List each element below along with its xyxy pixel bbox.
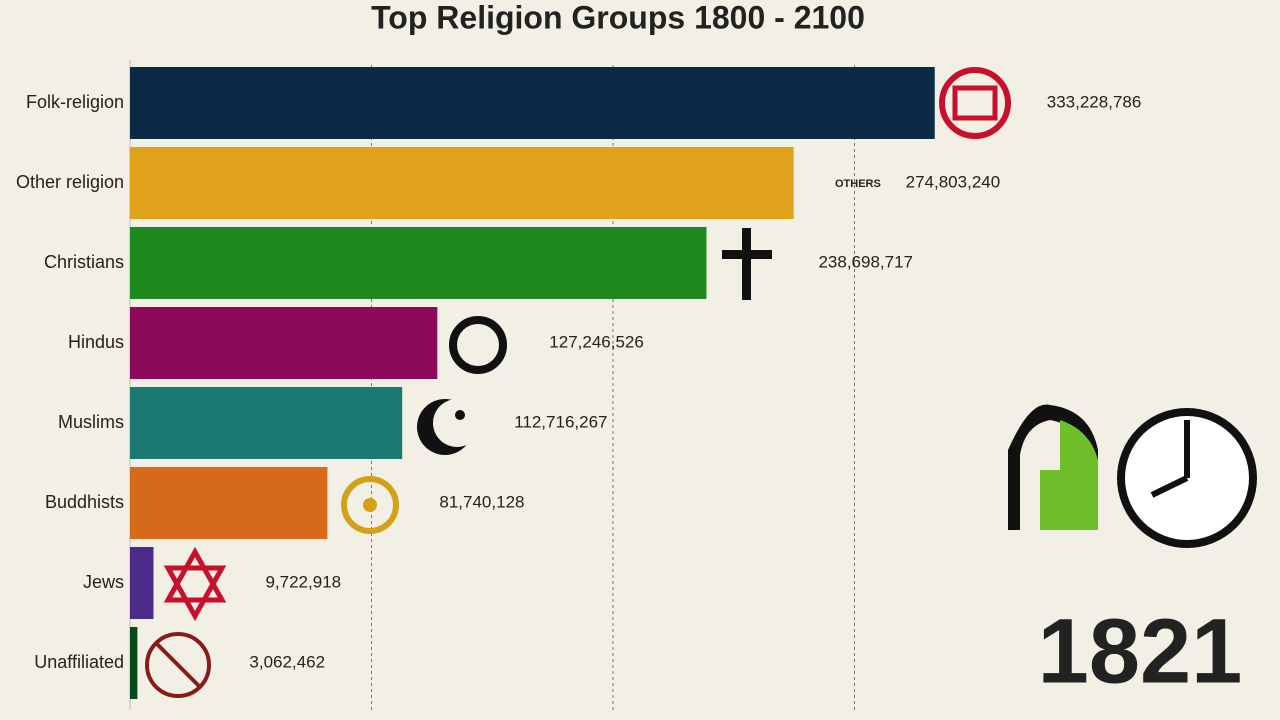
bar [130, 67, 935, 139]
category-label: Other religion [16, 172, 124, 192]
wheel-icon [341, 476, 399, 534]
bar [130, 227, 707, 299]
value-label: 81,740,128 [439, 492, 524, 511]
category-label: Christians [44, 252, 124, 272]
crescent-cut [433, 399, 481, 447]
value-label: 238,698,717 [818, 252, 913, 271]
year-label: 1821 [1038, 600, 1243, 702]
category-label: Jews [83, 572, 124, 592]
star-of-david-a [163, 546, 227, 603]
value-label: 9,722,918 [265, 572, 341, 591]
bar [130, 467, 328, 539]
unaffiliated-slash [154, 641, 202, 689]
wheel-hub [363, 498, 377, 512]
value-label: 3,062,462 [249, 652, 325, 671]
bar [130, 627, 138, 699]
om-icon [449, 316, 507, 374]
value-label: 127,246,526 [549, 332, 644, 351]
cross-icon-bar [722, 250, 772, 259]
folk-icon-inner [952, 85, 998, 121]
bar [130, 307, 438, 379]
others-label: OTHERS [835, 178, 881, 190]
unaffiliated-icon [145, 632, 211, 698]
logo-green [1060, 420, 1098, 530]
cross-icon [742, 228, 751, 300]
star-of-david-b [163, 565, 227, 622]
folk-icon [939, 67, 1011, 139]
chart-title: Top Religion Groups 1800 - 2100 [371, 0, 865, 35]
value-label: 112,716,267 [514, 412, 607, 431]
value-label: 333,228,786 [1047, 92, 1142, 111]
category-label: Muslims [58, 412, 124, 432]
category-label: Buddhists [45, 492, 124, 512]
icons: OTHERS [145, 67, 1257, 698]
value-label: 274,803,240 [906, 172, 1001, 191]
bar [130, 387, 403, 459]
bar [130, 147, 794, 219]
bar [130, 547, 154, 619]
category-label: Unaffiliated [34, 652, 124, 672]
category-label: Hindus [68, 332, 124, 352]
star-icon [455, 410, 465, 420]
category-label: Folk-religion [26, 92, 124, 112]
clock-hand [1150, 475, 1189, 498]
logo-tower [1040, 470, 1068, 530]
